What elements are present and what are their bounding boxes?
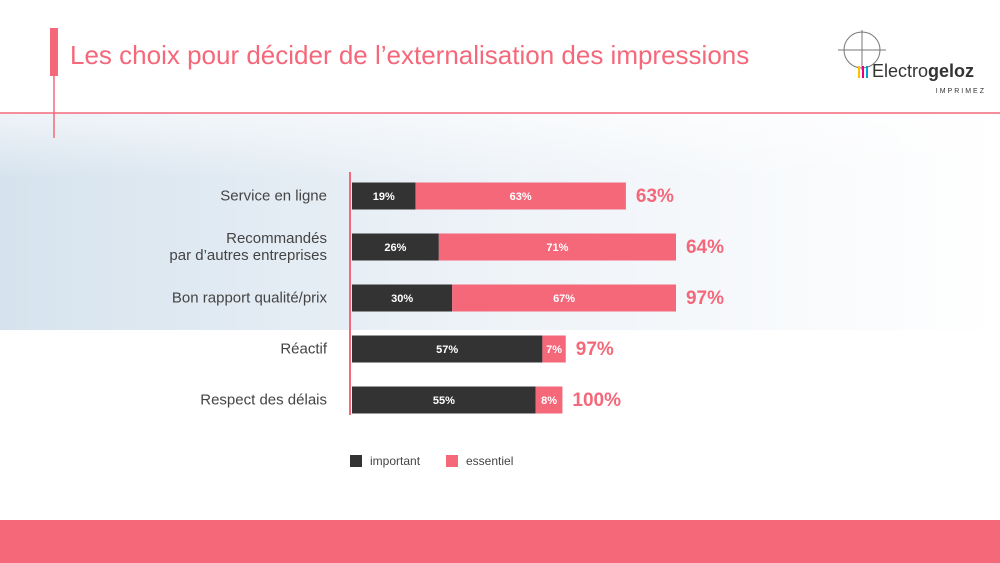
total-label: 100% <box>572 390 621 411</box>
bar-segment <box>352 386 536 414</box>
category-label: Recommandés par d’autres entreprises <box>169 230 327 264</box>
bar-segment <box>542 335 566 363</box>
logo: Electrogeloz IMPRIMEZ <box>838 30 986 95</box>
logo-name: Electrogeloz <box>872 61 974 81</box>
bar-segment <box>352 233 439 261</box>
data-label: 8% <box>541 395 557 407</box>
logo-name-bold: geloz <box>928 61 974 81</box>
logo-stripe <box>862 66 864 78</box>
accent-bar <box>50 28 58 76</box>
logo-stripe <box>866 66 868 78</box>
bar-segment <box>438 233 676 261</box>
data-label: 19% <box>373 191 395 203</box>
bar-segment <box>452 284 676 312</box>
bar-segment <box>352 182 416 210</box>
bar-segment <box>352 335 543 363</box>
footer-band <box>0 520 1000 563</box>
logo-stripe <box>858 66 860 78</box>
legend-swatch <box>446 455 458 467</box>
category-label: Service en ligne <box>220 187 327 205</box>
legend-label: important <box>370 454 421 468</box>
bar-segment <box>535 386 563 414</box>
total-label: 97% <box>576 339 614 360</box>
data-label: 63% <box>510 191 532 203</box>
data-label: 7% <box>546 344 562 356</box>
data-label: 55% <box>433 395 455 407</box>
chart-title: Les choix pour décider de l’externalisat… <box>70 40 749 70</box>
total-label: 63% <box>636 186 674 207</box>
category-label: Respect des délais <box>200 391 327 409</box>
data-label: 57% <box>436 344 458 356</box>
category-label: Réactif <box>280 340 327 358</box>
legend-label: essentiel <box>466 454 513 468</box>
data-label: 26% <box>384 242 406 254</box>
bar-segment <box>352 284 453 312</box>
total-label: 97% <box>686 288 724 309</box>
data-label: 30% <box>391 293 413 305</box>
data-label: 67% <box>553 293 575 305</box>
logo-tagline: IMPRIMEZ <box>936 88 986 95</box>
legend-swatch <box>350 455 362 467</box>
data-label: 71% <box>546 242 568 254</box>
bar-segment <box>415 182 626 210</box>
category-label: Bon rapport qualité/prix <box>171 289 327 307</box>
total-label: 64% <box>686 237 724 258</box>
logo-name-light: Electro <box>872 61 928 81</box>
